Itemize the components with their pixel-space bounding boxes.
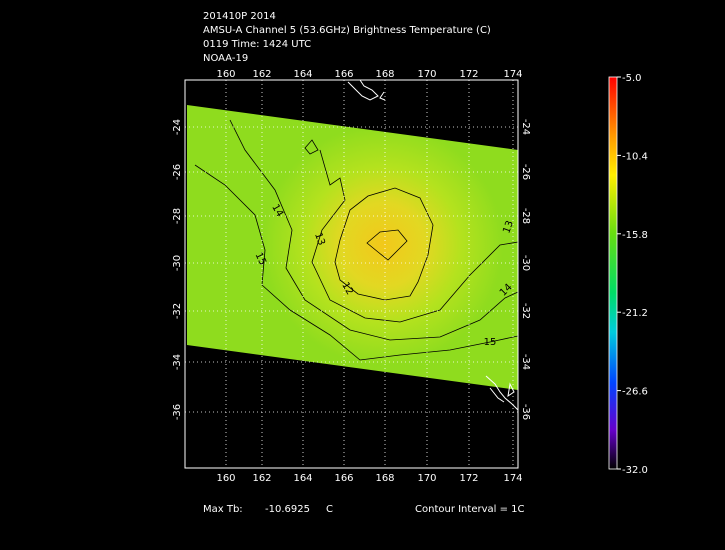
max-tb-unit: C	[326, 504, 333, 515]
lat-label-right: -32	[520, 303, 531, 319]
contour-interval: Contour Interval = 1C	[415, 504, 525, 515]
max-tb-label: Max Tb:	[203, 504, 243, 515]
map-frame	[184, 79, 519, 469]
lat-label-left: -32	[172, 303, 183, 319]
colorbar-label: -15.8	[622, 230, 648, 241]
header-line: AMSU-A Channel 5 (53.6GHz) Brightness Te…	[203, 25, 491, 36]
contour-label: 13	[501, 219, 516, 235]
colorbar	[608, 76, 618, 470]
lon-label-top: 160	[216, 69, 235, 80]
lon-label-top: 164	[293, 69, 312, 80]
lat-label-left: -36	[172, 404, 183, 420]
contour-label: 15	[484, 337, 497, 348]
lat-label-left: -28	[172, 208, 183, 224]
lat-label-right: -26	[520, 164, 531, 180]
lon-label-top: 162	[252, 69, 271, 80]
lon-label-bottom: 170	[417, 473, 436, 484]
lon-label-bottom: 168	[375, 473, 394, 484]
lon-label-top: 168	[375, 69, 394, 80]
lon-label-bottom: 166	[334, 473, 353, 484]
header: 201410P 2014 AMSU-A Channel 5 (53.6GHz) B…	[203, 11, 491, 64]
contour-label: 13	[312, 231, 327, 247]
header-line: 201410P 2014	[203, 11, 276, 22]
lat-label-left: -24	[172, 119, 183, 135]
max-tb-value: -10.6925	[265, 504, 310, 515]
colorbar-label: -10.4	[622, 151, 648, 162]
lat-label-right: -24	[520, 119, 531, 135]
colorbar-label: -21.2	[622, 308, 648, 319]
contour-label: 15	[253, 251, 268, 267]
lon-label-top: 170	[417, 69, 436, 80]
colorbar-label: -26.6	[622, 387, 648, 398]
lat-label-left: -26	[172, 164, 183, 180]
contours	[194, 119, 519, 361]
colorbar-labels: -5.0 -10.4 -15.8 -21.2 -26.6 -32.0	[617, 73, 648, 476]
lat-label-right: -30	[520, 255, 531, 271]
ticks: 160 160 162 162 164 164 166 166 168 168 170 170 172 1…	[172, 69, 531, 484]
lat-label-left: -34	[172, 354, 183, 370]
lat-label-right: -28	[520, 208, 531, 224]
lat-label-left: -30	[172, 255, 183, 271]
lon-label-bottom: 162	[252, 473, 271, 484]
swath	[187, 105, 518, 390]
lat-label-right: -34	[520, 354, 531, 370]
lon-label-top: 166	[334, 69, 353, 80]
coastline	[347, 79, 519, 411]
lon-label-bottom: 172	[459, 473, 478, 484]
map: 160 160 162 162 164 164 166 166 168 168 170 170 172 1…	[172, 69, 531, 484]
lon-label-bottom: 164	[293, 473, 312, 484]
header-line: NOAA-19	[203, 53, 248, 64]
colorbar-label: -5.0	[622, 73, 642, 84]
header-line: 0119 Time: 1424 UTC	[203, 39, 311, 50]
lon-label-top: 174	[503, 69, 522, 80]
colorbar-label: -32.0	[622, 465, 648, 476]
lon-label-top: 172	[459, 69, 478, 80]
lon-label-bottom: 160	[216, 473, 235, 484]
lat-label-right: -36	[520, 404, 531, 420]
lon-label-bottom: 174	[503, 473, 522, 484]
grid	[185, 80, 518, 468]
